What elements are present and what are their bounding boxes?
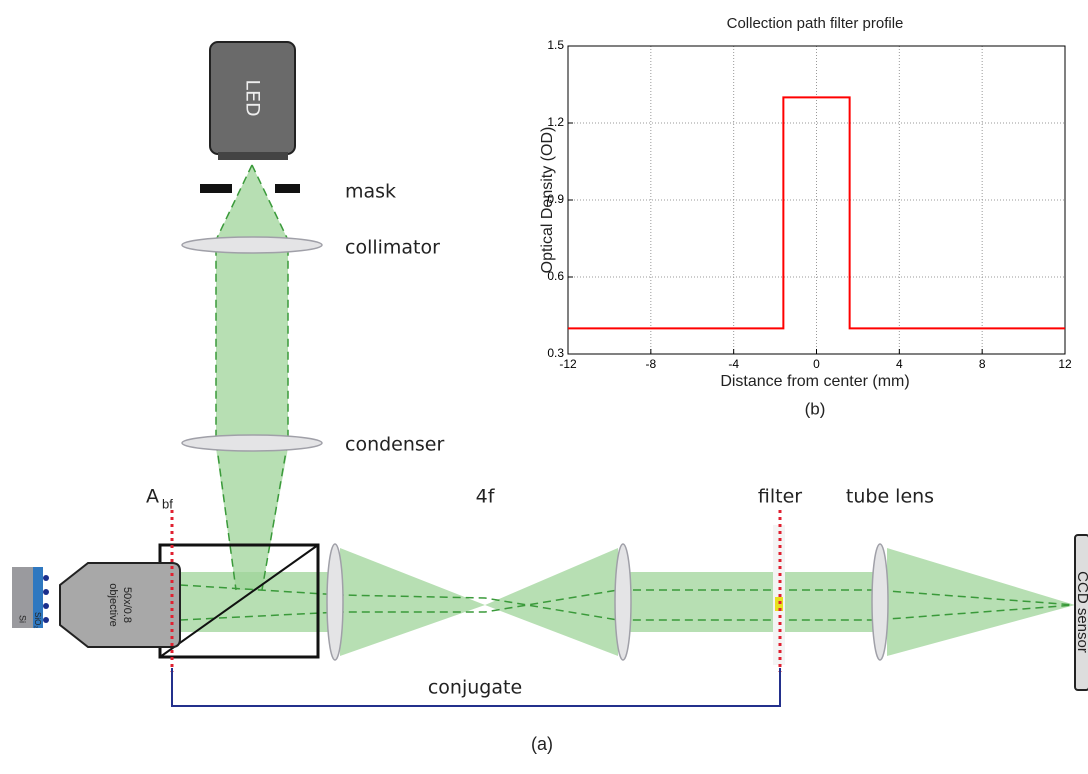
objective-label: 50x/0.8 [121,587,133,623]
caption-a: (a) [531,734,553,754]
y-tick-label: 0.6 [547,269,564,283]
filter-label: filter [758,486,802,508]
led-base [218,152,288,160]
mask-label: mask [345,181,396,203]
chart-title: Collection path filter profile [727,15,904,32]
particles [43,575,49,623]
data-line [568,97,1065,328]
y-tick-label: 1.2 [547,115,564,129]
x-tick-label: -8 [645,357,656,371]
aperture-subscript: bf [162,496,173,511]
x-tick-label: -4 [728,357,739,371]
x-axis-label: Distance from center (mm) [720,373,909,390]
led-label: LED [242,79,264,116]
collimator-label: collimator [345,237,440,259]
y-tick-label: 1.5 [547,38,564,52]
conjugate-label: conjugate [428,677,522,699]
sio2-label: SiO₂ [33,612,42,628]
filter-chart: Collection path filter profile Distance … [539,15,1072,419]
x-tick-label: 4 [896,357,903,371]
x-tick-label: 8 [979,357,986,371]
mask-left [200,184,232,193]
ccd-label: CCD sensor [1074,571,1088,653]
four-f-label: 4f [476,486,496,508]
objective-label: objective [107,583,119,626]
x-tick-label: 12 [1058,357,1072,371]
y-tick-label: 0.9 [547,192,564,206]
x-tick-label: 0 [813,357,820,371]
condenser-label: condenser [345,434,444,456]
caption-b: (b) [805,399,826,418]
aperture-label: A [146,486,159,508]
mask-right [275,184,300,193]
figure: LED 50x/0.8 objective Si SiO₂ CCD sensor… [0,0,1088,774]
y-tick-label: 0.3 [547,346,564,360]
tube-lens-label: tube lens [846,486,934,508]
si-label: Si [18,615,28,623]
